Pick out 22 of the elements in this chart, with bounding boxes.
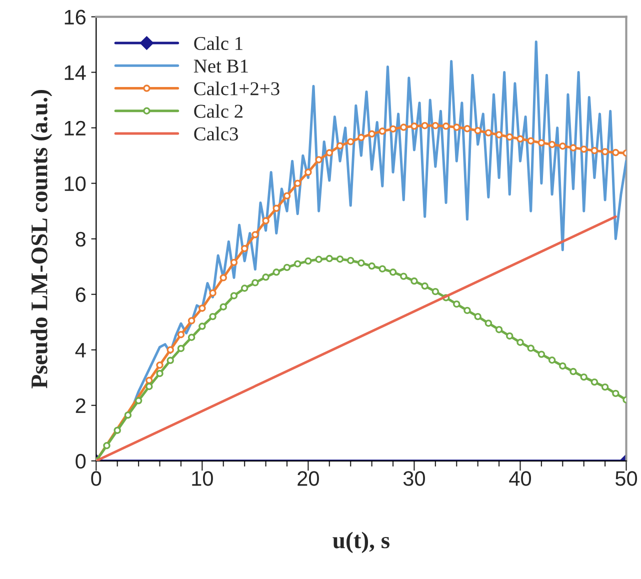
y-tick-label: 0 (76, 454, 86, 469)
x-tick-label: 50 (616, 471, 638, 486)
y-tick-label: 14 (64, 66, 86, 80)
x-tick-label: 30 (403, 471, 425, 486)
y-tick-label: 16 (64, 10, 86, 25)
x-tick-label: 10 (192, 471, 213, 486)
y-tick-label: 10 (64, 176, 86, 192)
x-tick-label: 0 (91, 471, 102, 486)
x-axis-title: u(t), s (332, 532, 390, 554)
x-tick-label: 40 (509, 471, 532, 486)
legend-label: Net B1 (194, 60, 248, 73)
legend-label: Calc 1 (194, 36, 242, 50)
legend-label: Calc 2 (194, 104, 243, 118)
y-tick-label: 12 (64, 120, 86, 136)
y-tick-label: 2 (76, 398, 86, 413)
y-tick-label: 4 (75, 343, 86, 358)
legend-label: Calc1+2+3 (194, 82, 280, 96)
x-tick-label: 20 (298, 471, 319, 486)
legend-label: Calc3 (194, 126, 238, 140)
y-tick-label: 8 (76, 232, 86, 247)
y-axis-title: Pseudo LM-OSL counts (a.u.) (30, 90, 52, 388)
y-tick-label: 6 (76, 287, 86, 302)
